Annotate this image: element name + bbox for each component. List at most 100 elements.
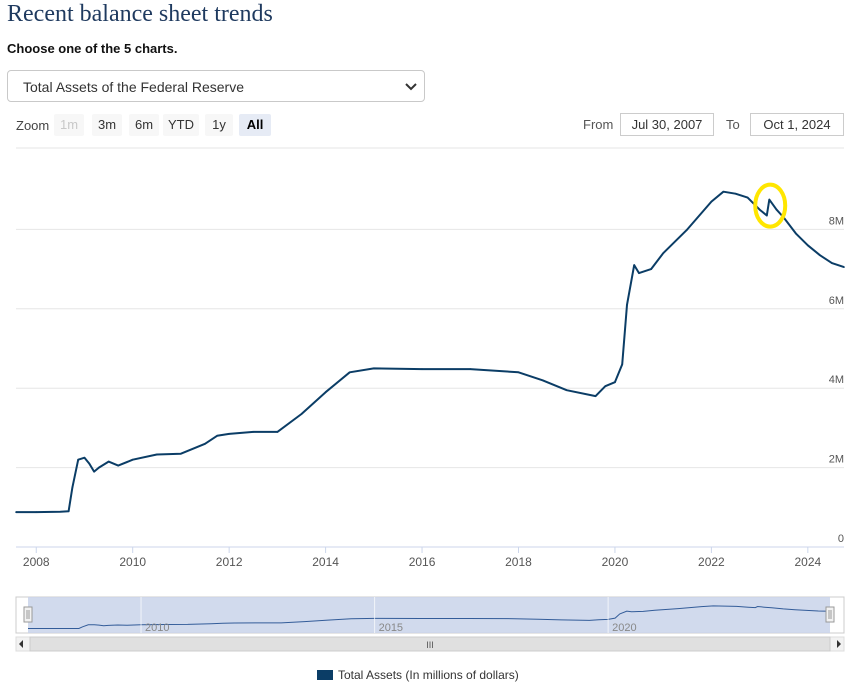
from-date-input[interactable]: Jul 30, 2007 [620, 113, 714, 136]
y-tick-label: 2M [829, 454, 844, 466]
navigator-series-line [28, 605, 831, 629]
data-point [373, 367, 375, 370]
to-label: To [726, 117, 740, 132]
data-point [795, 232, 797, 235]
page-title: Recent balance sheet trends [7, 1, 273, 27]
x-tick-label: 2022 [698, 555, 725, 569]
navigator[interactable]: 2010 2015 2020 III [15, 596, 845, 652]
navigator-year-label: 2015 [379, 622, 403, 634]
data-point [228, 433, 230, 435]
series-total-assets[interactable] [15, 190, 845, 514]
data-point [766, 214, 768, 217]
data-point [604, 385, 607, 388]
legend-label: Total Assets (In millions of dollars) [338, 667, 519, 682]
y-tick-label: 6M [829, 295, 844, 307]
data-point [746, 196, 749, 199]
data-point [843, 266, 845, 268]
data-point [67, 510, 70, 513]
highlight-circle [753, 182, 788, 229]
scrollbar-grip: III [426, 640, 434, 650]
zoom-all-button[interactable]: All [239, 114, 271, 136]
data-point [594, 395, 597, 397]
scroll-right-arrow-icon[interactable] [837, 640, 841, 648]
data-point [517, 371, 520, 374]
data-point [734, 192, 737, 195]
navigator-year-label: 2020 [612, 622, 636, 634]
data-point [662, 252, 664, 254]
data-point [638, 272, 640, 274]
data-point [107, 460, 110, 463]
legend-swatch [317, 669, 333, 680]
data-point [710, 200, 713, 203]
chart-select-dropdown[interactable]: Total Assets of the Federal Reserve [7, 70, 425, 102]
x-tick-label: 2014 [312, 555, 339, 569]
data-point [722, 190, 725, 193]
data-point [35, 511, 38, 513]
navigator-left-handle[interactable] [23, 606, 33, 623]
data-point [541, 379, 544, 382]
scroll-left-arrow-icon[interactable] [19, 640, 23, 648]
zoom-6m-button[interactable]: 6m [129, 114, 159, 136]
x-axis: 2008 2010 2012 2014 2016 2018 2020 2022 2024 [16, 546, 844, 569]
data-point [686, 228, 689, 231]
data-point [252, 431, 255, 433]
data-point [469, 368, 472, 370]
series-line-total-assets[interactable] [16, 190, 845, 514]
data-point [276, 431, 279, 433]
x-tick-label: 2008 [23, 555, 50, 569]
data-point [758, 208, 761, 211]
annotation-layer [753, 182, 788, 229]
data-point [77, 458, 79, 461]
data-point [180, 452, 182, 455]
y-tick-label: 0 [838, 533, 844, 545]
zoom-1y-button[interactable]: 1y [205, 114, 233, 136]
data-point [819, 254, 821, 256]
zoom-label: Zoom [16, 118, 50, 133]
x-tick-label: 2010 [119, 555, 146, 569]
navigator-year-label: 2010 [145, 622, 169, 634]
gridlines [16, 147, 844, 469]
navigator-right-handle[interactable] [825, 606, 835, 623]
data-point [621, 363, 623, 366]
data-point [831, 262, 833, 264]
data-point [768, 198, 771, 201]
zoom-1m-button[interactable]: 1m [54, 114, 84, 136]
data-point [324, 391, 327, 394]
x-tick-label: 2016 [409, 555, 436, 569]
x-tick-label: 2020 [602, 555, 629, 569]
navigator-selection [28, 597, 830, 633]
chevron-down-icon [405, 83, 417, 91]
chart-select-value: Total Assets of the Federal Reserve [23, 79, 244, 95]
data-point [807, 244, 809, 247]
data-point [83, 456, 86, 459]
data-point [775, 208, 778, 211]
zoom-3m-button[interactable]: 3m [92, 114, 122, 136]
data-point [216, 435, 218, 437]
data-point [565, 389, 568, 392]
zoom-ytd-button[interactable]: YTD [163, 114, 199, 136]
data-point [15, 511, 17, 513]
data-point [156, 453, 158, 456]
y-tick-label: 4M [829, 374, 844, 386]
to-date-input[interactable]: Oct 1, 2024 [750, 113, 844, 136]
data-point [626, 304, 628, 306]
x-tick-label: 2024 [794, 555, 821, 569]
data-point [348, 371, 351, 374]
x-tick-label: 2012 [216, 555, 243, 569]
data-point [633, 264, 635, 266]
data-point [93, 470, 95, 473]
data-point [204, 443, 206, 445]
data-point [300, 413, 303, 415]
data-point [421, 368, 423, 370]
data-point [71, 486, 74, 489]
data-point [88, 462, 91, 465]
legend-item[interactable]: Total Assets (In millions of dollars) [317, 667, 519, 682]
x-tick-label: 2018 [505, 555, 532, 569]
data-point [59, 510, 62, 513]
from-label: From [583, 117, 614, 132]
y-tick-label: 8M [829, 215, 844, 227]
chart-chooser-label: Choose one of the 5 charts. [7, 41, 178, 56]
scrollbar-thumb[interactable] [29, 636, 831, 652]
data-point [117, 464, 119, 467]
